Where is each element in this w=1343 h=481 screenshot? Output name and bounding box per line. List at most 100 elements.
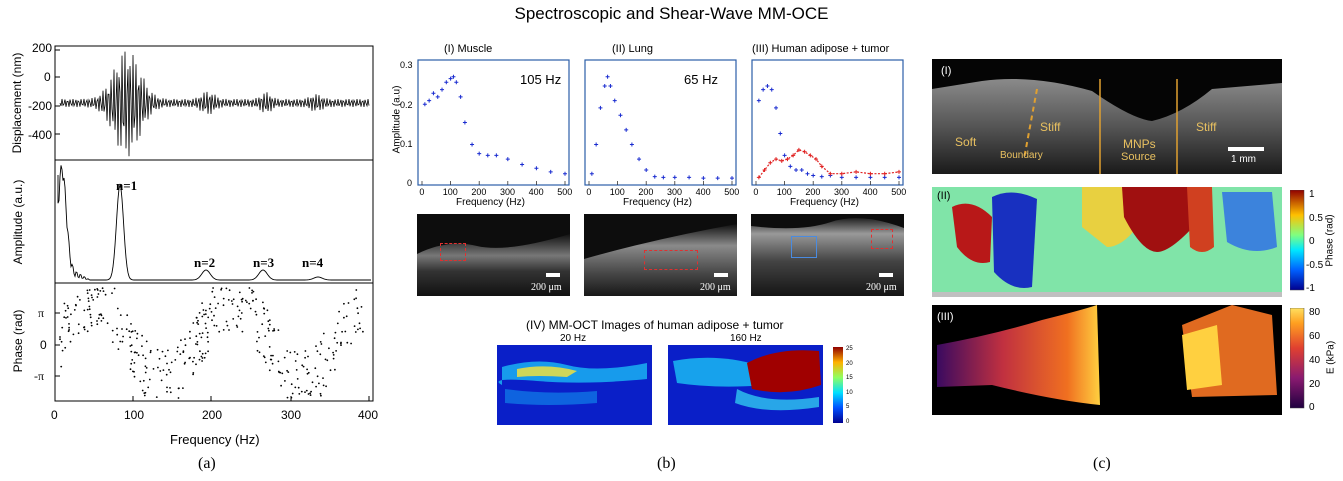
scatter-point (602, 83, 607, 88)
peak-muscle: 105 Hz (520, 72, 562, 87)
scatter-point (485, 153, 490, 158)
phase-tick-1: 0.5 (1309, 213, 1323, 224)
scatter-point (494, 153, 499, 158)
scatter-point (451, 74, 456, 79)
harmonic-n1: n=1 (116, 178, 138, 193)
tumor-region (747, 350, 821, 393)
scatter-point (563, 171, 567, 176)
scatter-point (687, 175, 692, 180)
ytick-b-1: 0.2 (400, 100, 413, 110)
elasticity-map (932, 305, 1282, 415)
phase-tick-0: 1 (1309, 189, 1315, 200)
region-stiff-right: Stiff (1196, 120, 1217, 134)
panel-c-label-ii: (II) (937, 190, 951, 202)
xtick-b-0-3: 300 (500, 187, 516, 197)
scatter-point (422, 102, 427, 107)
region-source: Source (1121, 151, 1156, 163)
panel-c-caption: (c) (1093, 455, 1111, 472)
scatter-point (608, 83, 613, 88)
panel-a-ylabel-bot: Phase (rad) (11, 309, 25, 373)
xtick-b-0-4: 400 (528, 187, 544, 197)
scatter-point (761, 87, 766, 92)
xtick-b-1-4: 400 (695, 187, 711, 197)
peak-lung: 65 Hz (684, 72, 718, 87)
scatter-point (624, 127, 629, 132)
region-boundary: Boundary (1000, 150, 1043, 161)
scatter-point (799, 168, 804, 173)
ytick-top-0: 200 (32, 41, 53, 55)
scatter-point (589, 171, 594, 176)
xtick-b-2-4: 400 (862, 187, 878, 197)
panel-c-oct-image (932, 59, 1282, 174)
scatter-point (868, 175, 873, 180)
ytick-top-2: -200 (28, 99, 53, 113)
scatter-point (612, 98, 617, 103)
panel-b-ticks (421, 181, 900, 185)
e-tick-2: 40 (1309, 355, 1321, 366)
plot-muscle-frame (417, 59, 570, 186)
scatter-point (629, 142, 634, 147)
ytick-bot-1: 0 (40, 338, 47, 352)
e-cbar-label: E (kPa) (1325, 340, 1337, 375)
xtick-b-1-5: 500 (724, 187, 740, 197)
roi-tumor (871, 229, 893, 249)
harmonic-n2: n=2 (194, 255, 216, 270)
panel-b-markers (422, 74, 901, 181)
xtick-a-2: 200 (202, 408, 223, 422)
phase-map (932, 187, 1282, 297)
region-stiff-left: Stiff (1040, 120, 1061, 134)
scatter-point (811, 173, 816, 178)
xtick-b-2-3: 300 (834, 187, 850, 197)
displacement-trace (59, 51, 370, 157)
panel-c-label-iii: (III) (937, 311, 954, 323)
scatter-point (730, 176, 734, 181)
e-tick-0: 80 (1309, 307, 1321, 318)
e-tick-4: 0 (1309, 402, 1315, 413)
xtick-a-0: 0 (51, 408, 58, 422)
panel-c-scale-label: 1 mm (1231, 154, 1256, 165)
panel-a-ticks (54, 49, 370, 401)
scatter-point (769, 87, 774, 92)
scatter-point (897, 169, 901, 174)
scatter-point (652, 174, 657, 179)
ytick-bot-2: -π (34, 369, 45, 383)
figure-title: Spectroscopic and Shear-Wave MM-OCE (514, 4, 829, 23)
xtick-b-0-2: 200 (471, 187, 487, 197)
scatter-point (505, 157, 510, 162)
scatter-point (431, 91, 436, 96)
scatter-point (618, 113, 623, 118)
scatter-point (774, 105, 779, 110)
xtick-b-2-5: 500 (891, 187, 907, 197)
mmoct-cbar-tick-2: 15 (846, 375, 853, 381)
ytick-b-2: 0.1 (400, 139, 413, 149)
scatter-point (882, 175, 887, 180)
xtick-b-1-0: 0 (586, 187, 592, 197)
scatter-point (715, 176, 720, 181)
scatter-point (701, 176, 706, 181)
mmoct-label-20hz: 20 Hz (560, 333, 587, 344)
mmoct-images (497, 345, 843, 425)
scale-label-muscle: 200 μm (531, 282, 562, 293)
ytick-top-1: 0 (44, 70, 51, 84)
scatter-point (637, 157, 642, 162)
plot-title-lung: (II) Lung (612, 43, 653, 55)
xlabel-lung: Frequency (Hz) (623, 197, 692, 208)
region-soft: Soft (955, 135, 977, 149)
panel-a-bot-frame (54, 282, 374, 402)
xtick-a-4: 400 (358, 408, 379, 422)
panel-b-caption: (b) (657, 455, 676, 472)
scatter-point (462, 120, 467, 125)
scatter-point (444, 80, 449, 85)
ytick-top-3: -400 (28, 128, 53, 142)
scatter-point (458, 94, 463, 99)
roi-muscle (440, 243, 466, 261)
roi-lung (644, 250, 698, 270)
scatter-point (435, 94, 440, 99)
plot-title-muscle: (I) Muscle (444, 43, 493, 55)
plot-lung-frame (584, 59, 737, 186)
mmoct-20hz-map (497, 345, 652, 425)
mmoct-label-160hz: 160 Hz (730, 333, 762, 344)
harmonic-n3: n=3 (253, 255, 275, 270)
plot-tumor-frame (751, 59, 904, 186)
phase-tick-2: 0 (1309, 236, 1315, 247)
